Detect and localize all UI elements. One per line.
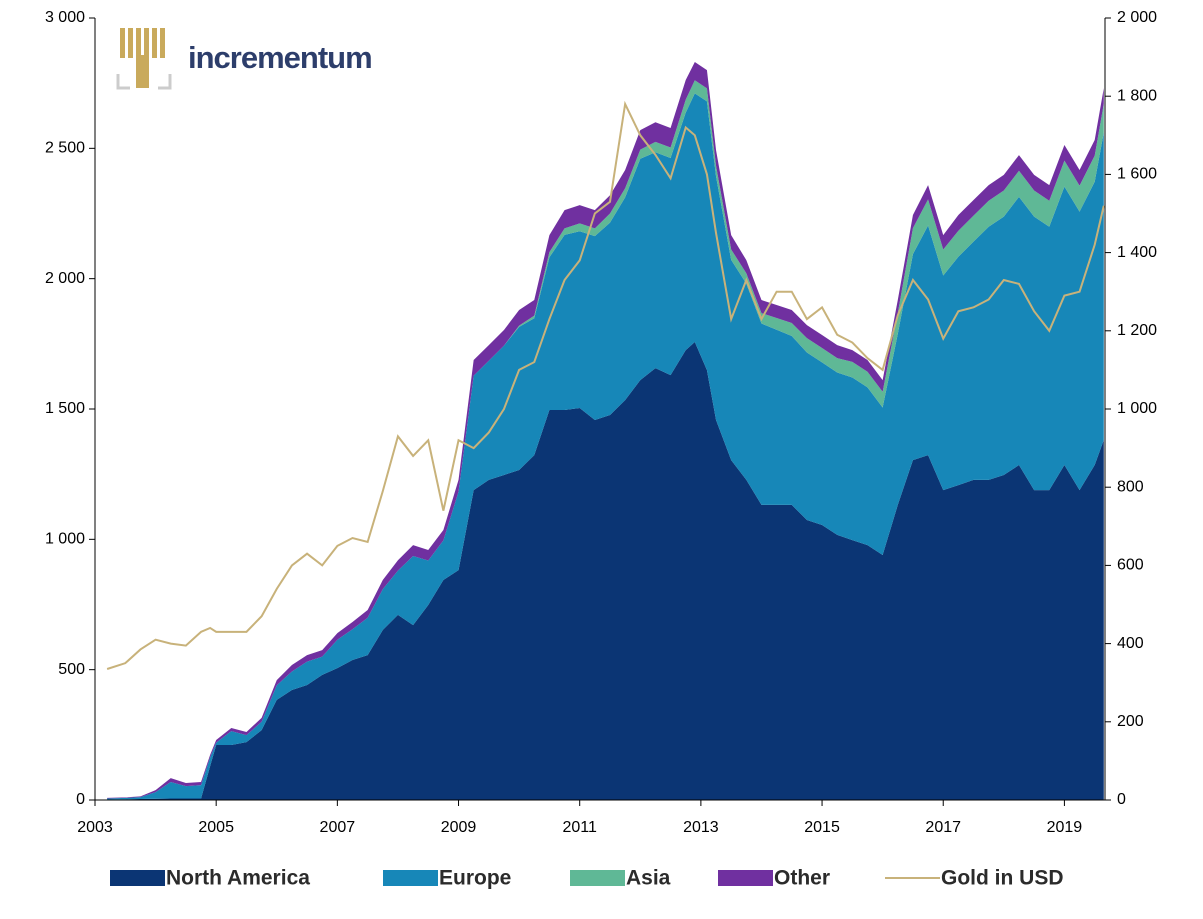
y-tick-label: 2 000 <box>45 270 85 287</box>
y2-tick-label: 1 800 <box>1117 87 1157 104</box>
x-tick-label: 2017 <box>925 819 961 836</box>
y-tick-label: 1 000 <box>45 531 85 548</box>
y-tick-label: 500 <box>58 661 85 678</box>
y2-tick-label: 600 <box>1117 557 1144 574</box>
plot-area <box>106 62 1105 800</box>
legend: North America Europe Asia Other Gold in USD <box>110 867 1064 890</box>
x-tick-label: 2005 <box>198 819 234 836</box>
legend-label: Asia <box>626 867 671 890</box>
area <box>107 62 1104 799</box>
legend-label: Other <box>774 867 830 890</box>
area <box>107 80 1104 799</box>
y2-tick-label: 1 400 <box>1117 244 1157 261</box>
x-tick-label: 2007 <box>320 819 356 836</box>
y2-tick-label: 1 000 <box>1117 400 1157 417</box>
y2-tick-label: 800 <box>1117 478 1144 495</box>
legend-label: North America <box>166 867 310 890</box>
x-tick-label: 2015 <box>804 819 840 836</box>
y-tick-label: 0 <box>76 791 85 808</box>
area <box>107 342 1104 800</box>
x-tick-label: 2019 <box>1047 819 1083 836</box>
x-tick-label: 2013 <box>683 819 719 836</box>
legend-label: Gold in USD <box>941 867 1064 890</box>
legend-swatch <box>718 870 773 886</box>
line <box>106 100 1105 670</box>
y-tick-label: 1 500 <box>45 400 85 417</box>
x-tick-label: 2003 <box>77 819 113 836</box>
y-tick-label: 3 000 <box>45 9 85 26</box>
legend-swatch <box>570 870 625 886</box>
legend-swatch <box>110 870 165 886</box>
logo-icon <box>116 28 172 90</box>
y-tick-label: 2 500 <box>45 140 85 157</box>
x-tick-label: 2011 <box>562 819 597 836</box>
y2-tick-label: 200 <box>1117 713 1144 730</box>
legend-swatch <box>383 870 438 886</box>
y2-tick-label: 2 000 <box>1117 9 1157 26</box>
y2-tick-label: 1 600 <box>1117 166 1157 183</box>
y2-tick-label: 0 <box>1117 791 1126 808</box>
legend-label: Europe <box>439 867 511 890</box>
logo-text: incrementum <box>188 40 372 75</box>
area <box>107 93 1104 800</box>
y2-tick-label: 1 200 <box>1117 322 1157 339</box>
x-tick-label: 2009 <box>441 819 477 836</box>
y2-tick-label: 400 <box>1117 635 1144 652</box>
